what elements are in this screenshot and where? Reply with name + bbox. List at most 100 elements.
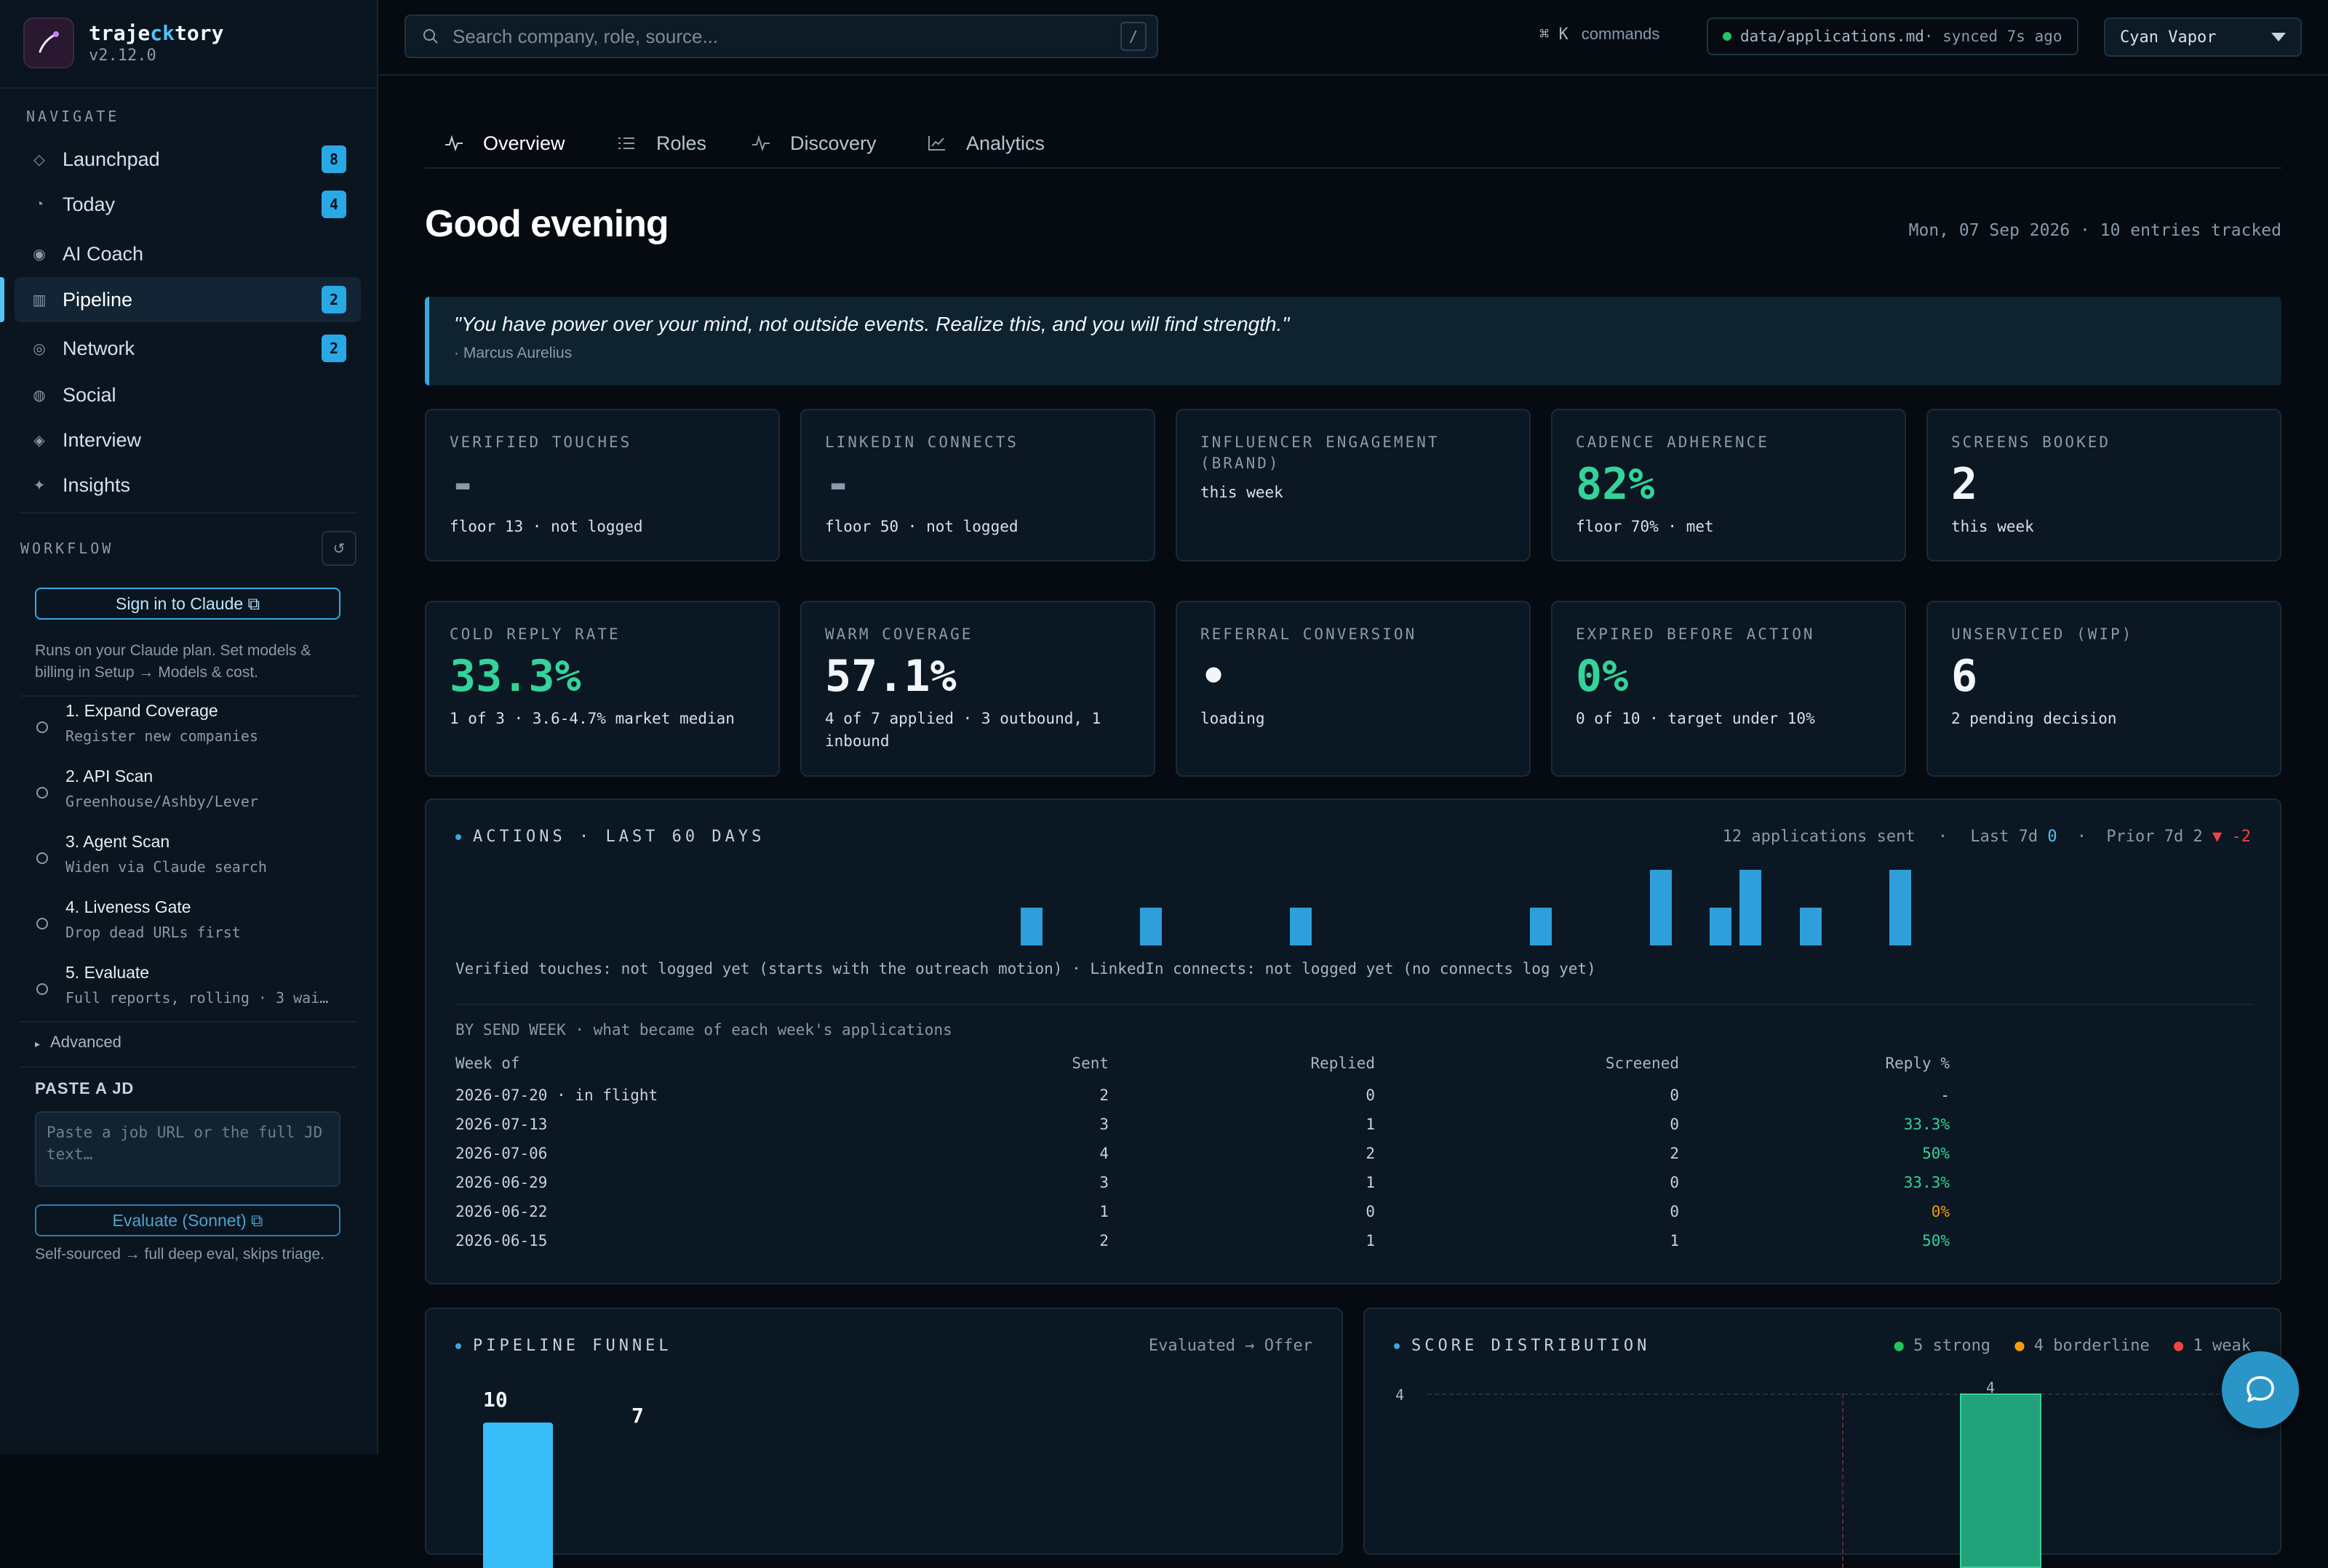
page-title: Good evening [425,203,669,245]
actions-bar[interactable] [1739,870,1762,945]
tab-analytics[interactable]: Analytics [927,125,1045,161]
search-box[interactable]: / [404,15,1158,58]
diamond-outline-icon: ◇ [33,151,45,168]
cell-week: 2026-07-13 [455,1116,548,1133]
bar-value-label: 4 [1986,1379,1996,1396]
pulse-icon [445,135,463,152]
tab-discovery[interactable]: Discovery [751,125,877,161]
sidebar-item-today[interactable]: ◔ Today 4 [15,182,361,227]
sidebar-item-launchpad[interactable]: ◇ Launchpad 8 [15,137,361,182]
cell-replied: 1 [1366,1174,1375,1191]
table-row[interactable]: 2026-07-20 · in flight 2 0 0 - [455,1087,1950,1116]
sidebar-item-interview[interactable]: ◈ Interview [15,417,361,463]
metric-card[interactable]: VERIFIED TOUCHES - floor 13 · not logged [425,409,780,561]
table-row[interactable]: 2026-06-22 1 0 0 0% [455,1203,1950,1232]
logo-icon [23,17,74,68]
actions-bar[interactable] [1020,908,1043,945]
count-badge: 2 [322,286,346,313]
evaluate-note: Self-sourced → full deep eval, skips tri… [35,1246,325,1263]
table-row[interactable]: 2026-07-13 3 1 0 33.3% [455,1116,1950,1145]
col-reply-pct: Reply % [1885,1055,1950,1072]
step-status-icon [36,721,48,733]
table-header: Week of Sent Replied Screened Reply % [455,1055,1950,1084]
funnel-title: PIPELINE FUNNEL [455,1337,672,1355]
funnel-subtitle: Evaluated → Offer [1148,1337,1312,1355]
theme-select[interactable]: Cyan Vapor [2104,17,2302,57]
tab-label: Discovery [790,132,877,154]
target-icon: ◉ [33,246,46,263]
step-status-icon [36,787,48,799]
tab-roles[interactable]: Roles [617,125,706,161]
theme-value: Cyan Vapor [2120,28,2217,47]
reset-workflow-button[interactable]: ↺ [322,531,356,566]
divider [20,695,356,697]
actions-bar-chart [455,865,2254,945]
sidebar-item-pipeline[interactable]: ▥ Pipeline 2 [0,277,361,322]
search-input[interactable] [451,24,1120,49]
metric-subtext: 4 of 7 applied · 3 outbound, 1 inbound [825,710,1101,750]
chat-button[interactable] [2222,1351,2299,1428]
sidebar-item-social[interactable]: ◍ Social [15,372,361,417]
sync-status[interactable]: data/applications.md · synced 7s ago [1707,17,2078,55]
clock-icon: ◔ [34,196,44,212]
sidebar-item-label: Social [63,383,116,406]
metric-card[interactable]: SCREENS BOOKED 2 this week [1926,409,2281,561]
metric-label: WARM COVERAGE [825,625,973,643]
cell-week: 2026-07-06 [455,1145,548,1162]
table-row[interactable]: 2026-06-29 3 1 0 33.3% [455,1174,1950,1203]
active-indicator [0,277,4,322]
metric-card[interactable]: COLD REPLY RATE 33.3% 1 of 3 · 3.6-4.7% ma… [425,601,780,777]
jd-textarea[interactable]: Paste a job URL or the full JD text… [35,1111,340,1187]
metric-card[interactable]: LINKEDIN CONNECTS - floor 50 · not logged [800,409,1155,561]
quote-author: · Marcus Aurelius [454,345,573,361]
actions-summary: 12 applications sent · Last 7d 0 · Prior… [1722,828,2251,846]
metric-card[interactable]: REFERRAL CONVERSION • loading [1176,601,1531,777]
sidebar-item-network[interactable]: ◎ Network 2 [15,326,361,371]
step-status-icon [36,852,48,864]
threshold-line [1842,1393,1843,1568]
cell-reply-pct: 33.3% [1903,1116,1950,1133]
metric-value: 57.1% [825,651,957,702]
chat-bubble-icon [2247,1376,2274,1402]
metric-label: EXPIRED BEFORE ACTION [1576,625,1815,643]
app-name: trajecktory [89,21,224,45]
metric-card[interactable]: UNSERVICED (WIP) 6 2 pending decision [1926,601,2281,777]
evaluate-button[interactable]: Evaluate (Sonnet) ⧉ [35,1204,340,1236]
count-badge: 8 [322,145,346,173]
globe-icon: ◍ [33,387,46,404]
advanced-toggle[interactable]: ▸ Advanced [35,1033,121,1052]
metric-card[interactable]: EXPIRED BEFORE ACTION 0% 0 of 10 · target … [1551,601,1906,777]
table-row[interactable]: 2026-07-06 4 2 2 50% [455,1145,1950,1174]
actions-bar[interactable] [1799,908,1822,945]
sidebar-item-label: Network [63,337,135,359]
metric-subtext: floor 50 · not logged [825,518,1018,535]
cell-screened: 0 [1670,1116,1679,1133]
sign-in-claude-button[interactable]: Sign in to Claude ⧉ [35,588,340,620]
sidebar-item-ai-coach[interactable]: ◉ AI Coach [15,231,361,276]
cell-screened: 0 [1670,1087,1679,1104]
step-title: 3. Agent Scan [65,832,170,851]
date-line: Mon, 07 Sep 2026 · 10 entries tracked [1908,221,2281,240]
step-subtitle: Widen via Claude search [65,858,267,876]
score-bar [1960,1393,2041,1568]
metric-card[interactable]: INFLUENCER ENGAGEMENT (BRAND) this week [1176,409,1531,561]
funnel-value-label: 10 [483,1388,508,1412]
sidebar-item-insights[interactable]: ✦ Insights [15,463,361,508]
actions-bar[interactable] [1140,908,1163,945]
actions-bar[interactable] [1649,870,1672,945]
command-palette-hint[interactable]: ⌘ K commands [1539,25,1659,44]
actions-bar[interactable] [1530,908,1552,945]
metric-label: COLD REPLY RATE [450,625,621,643]
command-label: commands [1581,25,1660,43]
actions-bar[interactable] [1290,908,1312,945]
metric-value: 2 [1951,459,1978,510]
tab-overview[interactable]: Overview [444,125,565,161]
metric-card[interactable]: WARM COVERAGE 57.1% 4 of 7 applied · 3 out… [800,601,1155,777]
col-sent: Sent [1072,1055,1109,1072]
actions-bar[interactable] [1710,908,1732,945]
brand[interactable]: trajecktory v2.12.0 [23,17,223,68]
metric-subtext: 1 of 3 · 3.6-4.7% market median [450,710,735,727]
actions-bar[interactable] [1889,870,1912,945]
table-row[interactable]: 2026-06-15 2 1 1 50% [455,1232,1950,1261]
metric-card[interactable]: CADENCE ADHERENCE 82% floor 70% · met [1551,409,1906,561]
